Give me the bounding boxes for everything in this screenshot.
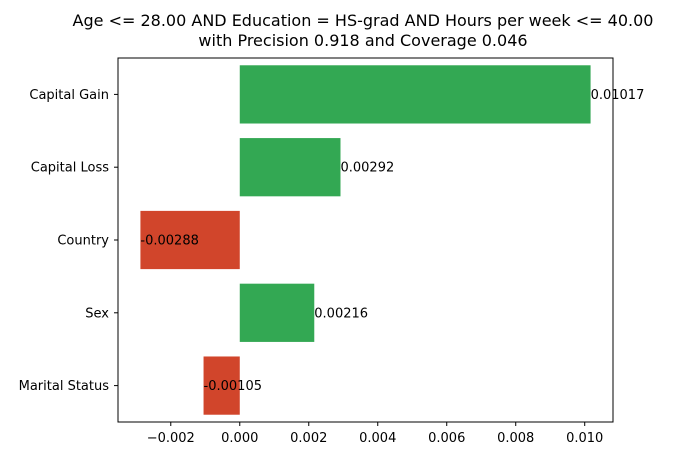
data-label-capital-loss: 0.00292	[340, 161, 394, 176]
bar-marital-status	[203, 356, 240, 415]
x-tick-label: 0.000	[221, 431, 258, 446]
x-tick-label: 0.010	[566, 431, 603, 446]
y-tick-label: Capital Gain	[29, 88, 109, 103]
y-tick-label: Capital Loss	[31, 161, 109, 176]
x-tick-label: 0.008	[497, 431, 534, 446]
x-tick-label: 0.004	[359, 431, 396, 446]
y-axis: Capital Gain Capital Loss Country Sex Marita…	[19, 88, 118, 394]
data-label-sex: 0.00216	[314, 306, 368, 321]
x-tick-label: −0.002	[147, 431, 195, 446]
data-labels-layer: 0.01017 0.00292 -0.00288 0.00216 -0.00105	[140, 88, 644, 394]
chart-title-line-1: Age <= 28.00 AND Education = HS-grad AND…	[73, 11, 654, 30]
data-label-marital-status: -0.00105	[204, 379, 262, 394]
x-axis: −0.002 0.000 0.002 0.004 0.006 0.008 0.010	[147, 422, 603, 446]
chart-title-line-2: with Precision 0.918 and Coverage 0.046	[198, 31, 527, 50]
x-tick-label: 0.006	[428, 431, 465, 446]
y-tick-label: Marital Status	[19, 379, 110, 394]
data-label-capital-gain: 0.01017	[591, 88, 645, 103]
bar-sex	[239, 283, 315, 342]
chart-title: Age <= 28.00 AND Education = HS-grad AND…	[73, 11, 654, 50]
bars-layer	[140, 65, 591, 415]
data-label-country: -0.00288	[140, 234, 198, 249]
bar-capital-loss	[239, 138, 341, 197]
y-tick-label: Country	[57, 234, 109, 249]
bar-country	[140, 210, 240, 270]
bar-capital-gain	[239, 65, 591, 124]
y-tick-label: Sex	[85, 306, 109, 321]
x-tick-label: 0.002	[290, 431, 327, 446]
